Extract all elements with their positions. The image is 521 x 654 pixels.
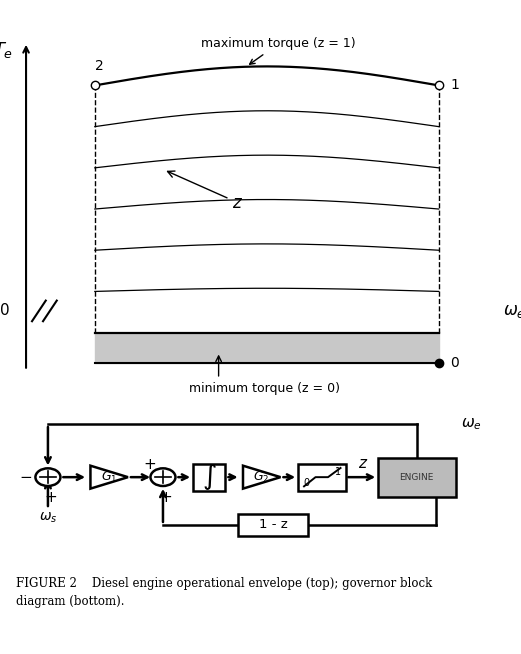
FancyBboxPatch shape (298, 464, 345, 490)
Text: $+$: $+$ (44, 489, 57, 504)
FancyBboxPatch shape (193, 464, 226, 490)
Text: $+$: $+$ (159, 489, 172, 504)
Text: $\int$: $\int$ (202, 462, 217, 492)
Circle shape (151, 468, 176, 486)
Text: $G_2$: $G_2$ (253, 470, 270, 485)
Circle shape (35, 468, 60, 486)
Text: 1 - z: 1 - z (258, 519, 288, 531)
Text: $z$: $z$ (358, 456, 368, 471)
Text: $G_1$: $G_1$ (101, 470, 117, 485)
FancyBboxPatch shape (378, 458, 455, 496)
Text: 0: 0 (303, 478, 309, 488)
Text: $-$: $-$ (19, 468, 32, 483)
Text: 0: 0 (450, 356, 459, 370)
Text: FIGURE 2    Diesel engine operational envelope (top); governor block
diagram (bo: FIGURE 2 Diesel engine operational envel… (16, 577, 432, 608)
Text: $z$: $z$ (168, 171, 243, 212)
Text: 2: 2 (95, 60, 104, 73)
Text: $+$: $+$ (143, 457, 156, 472)
Text: 1: 1 (336, 466, 342, 477)
Text: $\omega_s$: $\omega_s$ (39, 511, 57, 525)
Text: minimum torque (z = 0): minimum torque (z = 0) (189, 381, 340, 394)
Polygon shape (243, 466, 280, 489)
Polygon shape (91, 466, 128, 489)
Text: $\omega_e$: $\omega_e$ (461, 417, 481, 432)
FancyBboxPatch shape (238, 513, 308, 536)
Text: $T_e$: $T_e$ (0, 40, 13, 60)
Text: 0: 0 (1, 303, 10, 318)
Text: 1: 1 (450, 78, 459, 92)
Text: $\omega_e$: $\omega_e$ (503, 302, 521, 320)
Text: ENGINE: ENGINE (400, 473, 434, 481)
Text: maximum torque (z = 1): maximum torque (z = 1) (201, 37, 355, 64)
